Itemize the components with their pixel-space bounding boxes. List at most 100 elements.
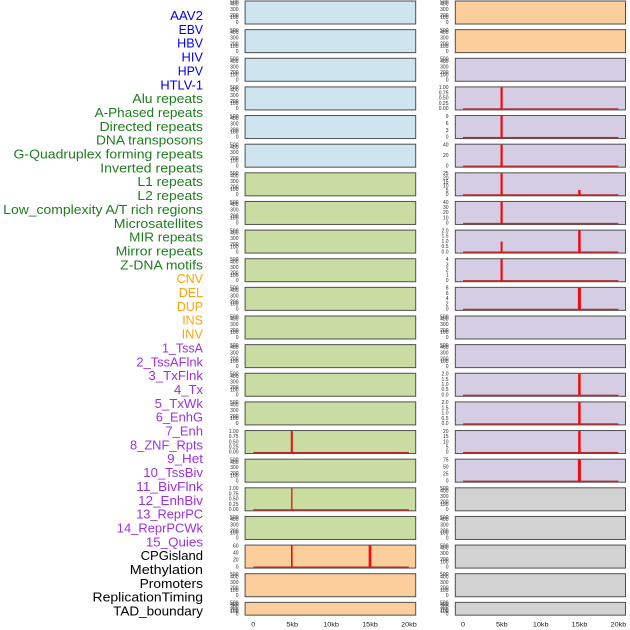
svg-text:L1 repeats: L1 repeats [137, 174, 203, 189]
svg-text:DUP: DUP [177, 299, 203, 314]
svg-text:200: 200 [230, 185, 239, 191]
svg-text:400: 400 [440, 488, 449, 494]
svg-text:400: 400 [230, 403, 239, 409]
svg-text:Alu repeats: Alu repeats [132, 91, 203, 106]
svg-text:13_ReprPC: 13_ReprPC [136, 507, 203, 522]
svg-text:100: 100 [230, 15, 239, 21]
svg-text:0.25: 0.25 [229, 502, 239, 508]
svg-text:0: 0 [236, 564, 239, 570]
svg-text:10: 10 [443, 439, 449, 445]
svg-text:0: 0 [446, 364, 449, 370]
svg-text:200: 200 [230, 328, 239, 334]
svg-text:400: 400 [440, 602, 449, 608]
svg-text:300: 300 [230, 179, 239, 185]
svg-text:400: 400 [230, 202, 239, 208]
svg-text:300: 300 [440, 522, 449, 528]
svg-text:200: 200 [230, 99, 239, 105]
svg-text:HTLV-1: HTLV-1 [160, 77, 203, 92]
svg-text:2.0: 2.0 [442, 400, 449, 406]
svg-text:0: 0 [236, 278, 239, 284]
svg-text:200: 200 [440, 13, 449, 19]
svg-text:Inverted repeats: Inverted repeats [100, 160, 203, 175]
svg-text:200: 200 [440, 42, 449, 48]
svg-text:3_TxFlnk: 3_TxFlnk [148, 368, 203, 383]
svg-text:0: 0 [236, 49, 239, 55]
svg-text:0: 0 [236, 221, 239, 227]
svg-text:400: 400 [230, 574, 239, 580]
svg-text:0.0: 0.0 [442, 392, 449, 398]
svg-text:0: 0 [446, 611, 449, 617]
svg-text:1.00: 1.00 [229, 486, 239, 492]
svg-text:0: 0 [236, 478, 239, 484]
svg-text:60: 60 [233, 543, 239, 549]
svg-text:0: 0 [446, 507, 449, 513]
svg-text:6: 6 [446, 121, 449, 127]
svg-text:0: 0 [446, 163, 449, 169]
svg-text:100: 100 [230, 588, 239, 594]
svg-text:500: 500 [440, 515, 449, 521]
svg-text:500: 500 [230, 0, 239, 5]
svg-text:0: 0 [446, 135, 449, 141]
svg-text:G-Quadruplex forming repeats: G-Quadruplex forming repeats [14, 147, 204, 162]
svg-text:0.0: 0.0 [442, 249, 449, 255]
svg-text:INS: INS [182, 313, 203, 328]
svg-text:200: 200 [230, 385, 239, 391]
svg-text:0: 0 [446, 20, 449, 26]
svg-text:500: 500 [230, 515, 239, 521]
svg-text:400: 400 [230, 517, 239, 523]
svg-text:0: 0 [236, 536, 239, 542]
svg-text:300: 300 [440, 551, 449, 557]
svg-text:0.5: 0.5 [442, 244, 449, 250]
svg-text:0: 0 [236, 421, 239, 427]
svg-text:4: 4 [446, 296, 449, 302]
svg-text:300: 300 [230, 236, 239, 242]
svg-text:100: 100 [440, 15, 449, 21]
svg-text:AAV2: AAV2 [170, 8, 203, 23]
svg-text:400: 400 [230, 460, 239, 466]
svg-text:200: 200 [230, 357, 239, 363]
svg-text:40: 40 [443, 200, 449, 206]
svg-text:0: 0 [446, 536, 449, 542]
svg-text:400: 400 [230, 231, 239, 237]
svg-text:20kb: 20kb [611, 621, 627, 628]
svg-text:Promoters: Promoters [140, 576, 204, 591]
svg-text:100: 100 [230, 273, 239, 279]
svg-text:HPV: HPV [178, 63, 204, 78]
svg-text:TAD_boundary: TAD_boundary [113, 604, 203, 619]
svg-text:1: 1 [446, 273, 449, 279]
svg-text:400: 400 [440, 574, 449, 580]
svg-text:20: 20 [443, 210, 449, 216]
svg-text:400: 400 [230, 2, 239, 8]
svg-text:300: 300 [230, 522, 239, 528]
svg-text:400: 400 [440, 517, 449, 523]
svg-text:0: 0 [236, 135, 239, 141]
svg-text:DEL: DEL [179, 285, 203, 300]
svg-text:500: 500 [230, 314, 239, 320]
svg-text:15kb: 15kb [362, 621, 378, 628]
svg-text:100: 100 [230, 158, 239, 164]
svg-text:10kb: 10kb [323, 621, 339, 628]
svg-text:200: 200 [440, 70, 449, 76]
svg-text:300: 300 [230, 465, 239, 471]
svg-text:Methylation: Methylation [130, 562, 203, 577]
svg-text:1.00: 1.00 [229, 429, 239, 435]
svg-text:HIV: HIV [182, 50, 204, 65]
svg-text:1.5: 1.5 [442, 377, 449, 383]
svg-text:100: 100 [440, 559, 449, 565]
svg-text:400: 400 [230, 345, 239, 351]
svg-text:200: 200 [440, 357, 449, 363]
svg-text:20: 20 [443, 429, 449, 435]
svg-text:7_Enh: 7_Enh [165, 424, 203, 439]
svg-text:500: 500 [440, 343, 449, 349]
svg-text:0: 0 [236, 364, 239, 370]
svg-text:30: 30 [443, 205, 449, 211]
svg-text:200: 200 [440, 328, 449, 334]
svg-text:100: 100 [230, 216, 239, 222]
svg-text:400: 400 [230, 288, 239, 294]
svg-text:400: 400 [230, 59, 239, 65]
svg-text:11_BivFlnk: 11_BivFlnk [136, 479, 203, 494]
svg-text:5_TxWk: 5_TxWk [155, 396, 204, 411]
svg-text:0: 0 [251, 621, 255, 628]
svg-text:500: 500 [230, 286, 239, 292]
svg-text:0.25: 0.25 [229, 445, 239, 451]
